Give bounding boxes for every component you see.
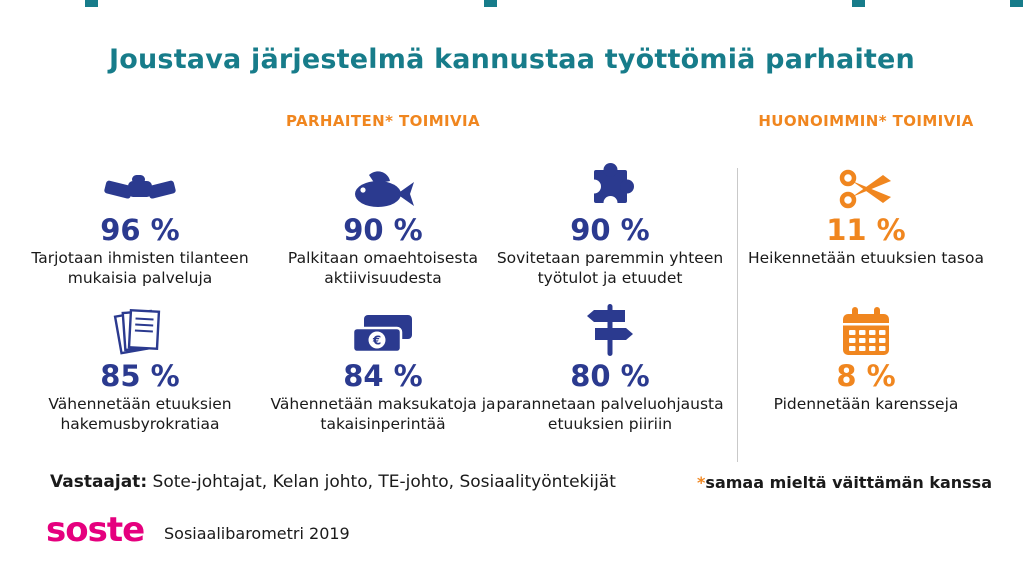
stat-label: Vähennetään maksukatoja ja takaisinperin…: [270, 395, 496, 433]
respondents-line: Vastaajat: Sote-johtajat, Kelan johto, T…: [50, 472, 616, 492]
puzzle-icon: [485, 152, 735, 212]
top-accent-square: [1010, 0, 1023, 7]
stat-value: 96 %: [100, 213, 180, 247]
top-accent-square: [85, 0, 98, 7]
stat-item: 96 % Tarjotaan ihmisten tilanteen mukais…: [15, 152, 265, 288]
source-text: Sosiaalibarometri 2019: [164, 524, 350, 543]
right-column-header: HUONOIMMIN* TOIMIVIA: [758, 112, 974, 130]
stat-item: € 84 % Vähennetään maksukatoja ja takais…: [258, 298, 508, 434]
respondents-label: Vastaajat:: [50, 472, 148, 492]
banknote-euro-icon: €: [258, 298, 508, 358]
scissors-icon: [741, 152, 991, 212]
stat-item: 80 % parannetaan palveluohjausta etuuksi…: [485, 298, 735, 434]
footnote: *samaa mieltä väittämän kanssa: [697, 473, 992, 492]
left-column-header: PARHAITEN* TOIMIVIA: [285, 112, 481, 130]
stat-label: Vähennetään etuuksien hakemusbyrokratiaa: [48, 395, 232, 433]
top-accent-square: [484, 0, 497, 7]
documents-icon: [15, 298, 265, 358]
page-title: Joustava järjestelmä kannustaa työttömiä…: [109, 44, 915, 75]
stat-value: 84 %: [343, 359, 423, 393]
handshake-icon: [15, 152, 265, 212]
stat-item: 11 % Heikennetään etuuksien tasoa: [741, 152, 991, 269]
stat-value: 8 %: [836, 359, 896, 393]
stat-value: 80 %: [570, 359, 650, 393]
top-accent-square: [852, 0, 865, 7]
stat-value: 11 %: [826, 213, 906, 247]
fish-icon: [258, 152, 508, 212]
stat-item: 90 % Palkitaan omaehtoisesta aktiivisuud…: [258, 152, 508, 288]
stat-value: 90 %: [343, 213, 423, 247]
respondents-text: Sote-johtajat, Kelan johto, TE-johto, So…: [147, 472, 616, 492]
stat-label: Heikennetään etuuksien tasoa: [747, 249, 984, 268]
vertical-divider: [737, 168, 738, 462]
stat-label: Palkitaan omaehtoisesta aktiivisuudesta: [287, 249, 479, 287]
stat-item: 90 % Sovitetaan paremmin yhteen työtulot…: [485, 152, 735, 288]
stat-value: 85 %: [100, 359, 180, 393]
stat-label: parannetaan palveluohjausta etuuksien pi…: [496, 395, 724, 433]
stat-item: 85 % Vähennetään etuuksien hakemusbyrokr…: [15, 298, 265, 434]
soste-logo: soste: [46, 510, 145, 550]
stat-label: Tarjotaan ihmisten tilanteen mukaisia pa…: [31, 249, 249, 287]
stat-label: Pidennetään karensseja: [773, 395, 959, 414]
footnote-text: samaa mieltä väittämän kanssa: [705, 473, 992, 492]
footnote-asterisk: *: [697, 473, 706, 492]
svg-text:€: €: [372, 334, 381, 348]
stat-item: 8 % Pidennetään karensseja: [741, 298, 991, 415]
signpost-icon: [485, 298, 735, 358]
stat-label: Sovitetaan paremmin yhteen työtulot ja e…: [496, 249, 724, 287]
stat-value: 90 %: [570, 213, 650, 247]
calendar-icon: [741, 298, 991, 358]
